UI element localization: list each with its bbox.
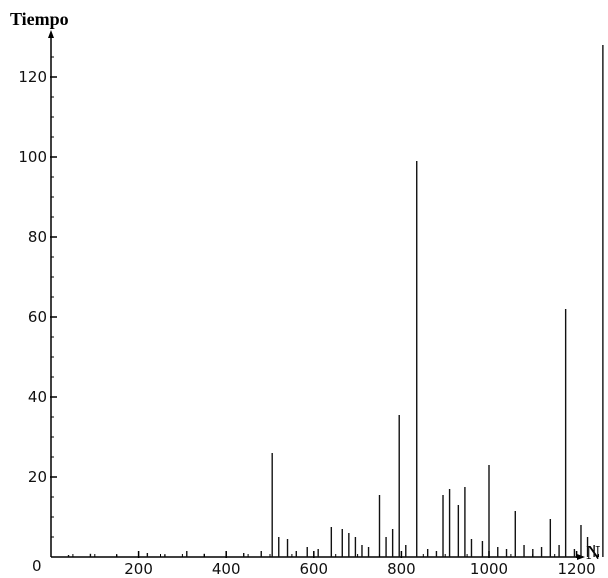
y-axis-title: Tiempo xyxy=(10,9,69,29)
x-axis-title: N xyxy=(586,542,600,564)
x-tick-label: 800 xyxy=(387,560,416,578)
y-ticks-group: 20 40 60 80 100 120 xyxy=(18,56,57,538)
y-tick-label: 60 xyxy=(28,308,47,326)
y-tick-label: 80 xyxy=(28,228,47,246)
x-tick-label: 1000 xyxy=(470,560,508,578)
bars-group xyxy=(67,45,604,557)
y-tick-label: 40 xyxy=(28,388,47,406)
x-tick-label: 1200 xyxy=(558,560,596,578)
y-axis-arrow xyxy=(48,30,54,38)
y-tick-label: 20 xyxy=(28,468,47,486)
x-tick-label: 400 xyxy=(212,560,241,578)
x-tick-label: 600 xyxy=(299,560,328,578)
y-tick-label: 120 xyxy=(18,68,47,86)
origin-label: 0 xyxy=(32,557,42,575)
x-ticks-group: 200400600800100012001400 xyxy=(72,551,599,578)
y-tick-label: 100 xyxy=(18,148,47,166)
x-tick-label: 200 xyxy=(124,560,153,578)
